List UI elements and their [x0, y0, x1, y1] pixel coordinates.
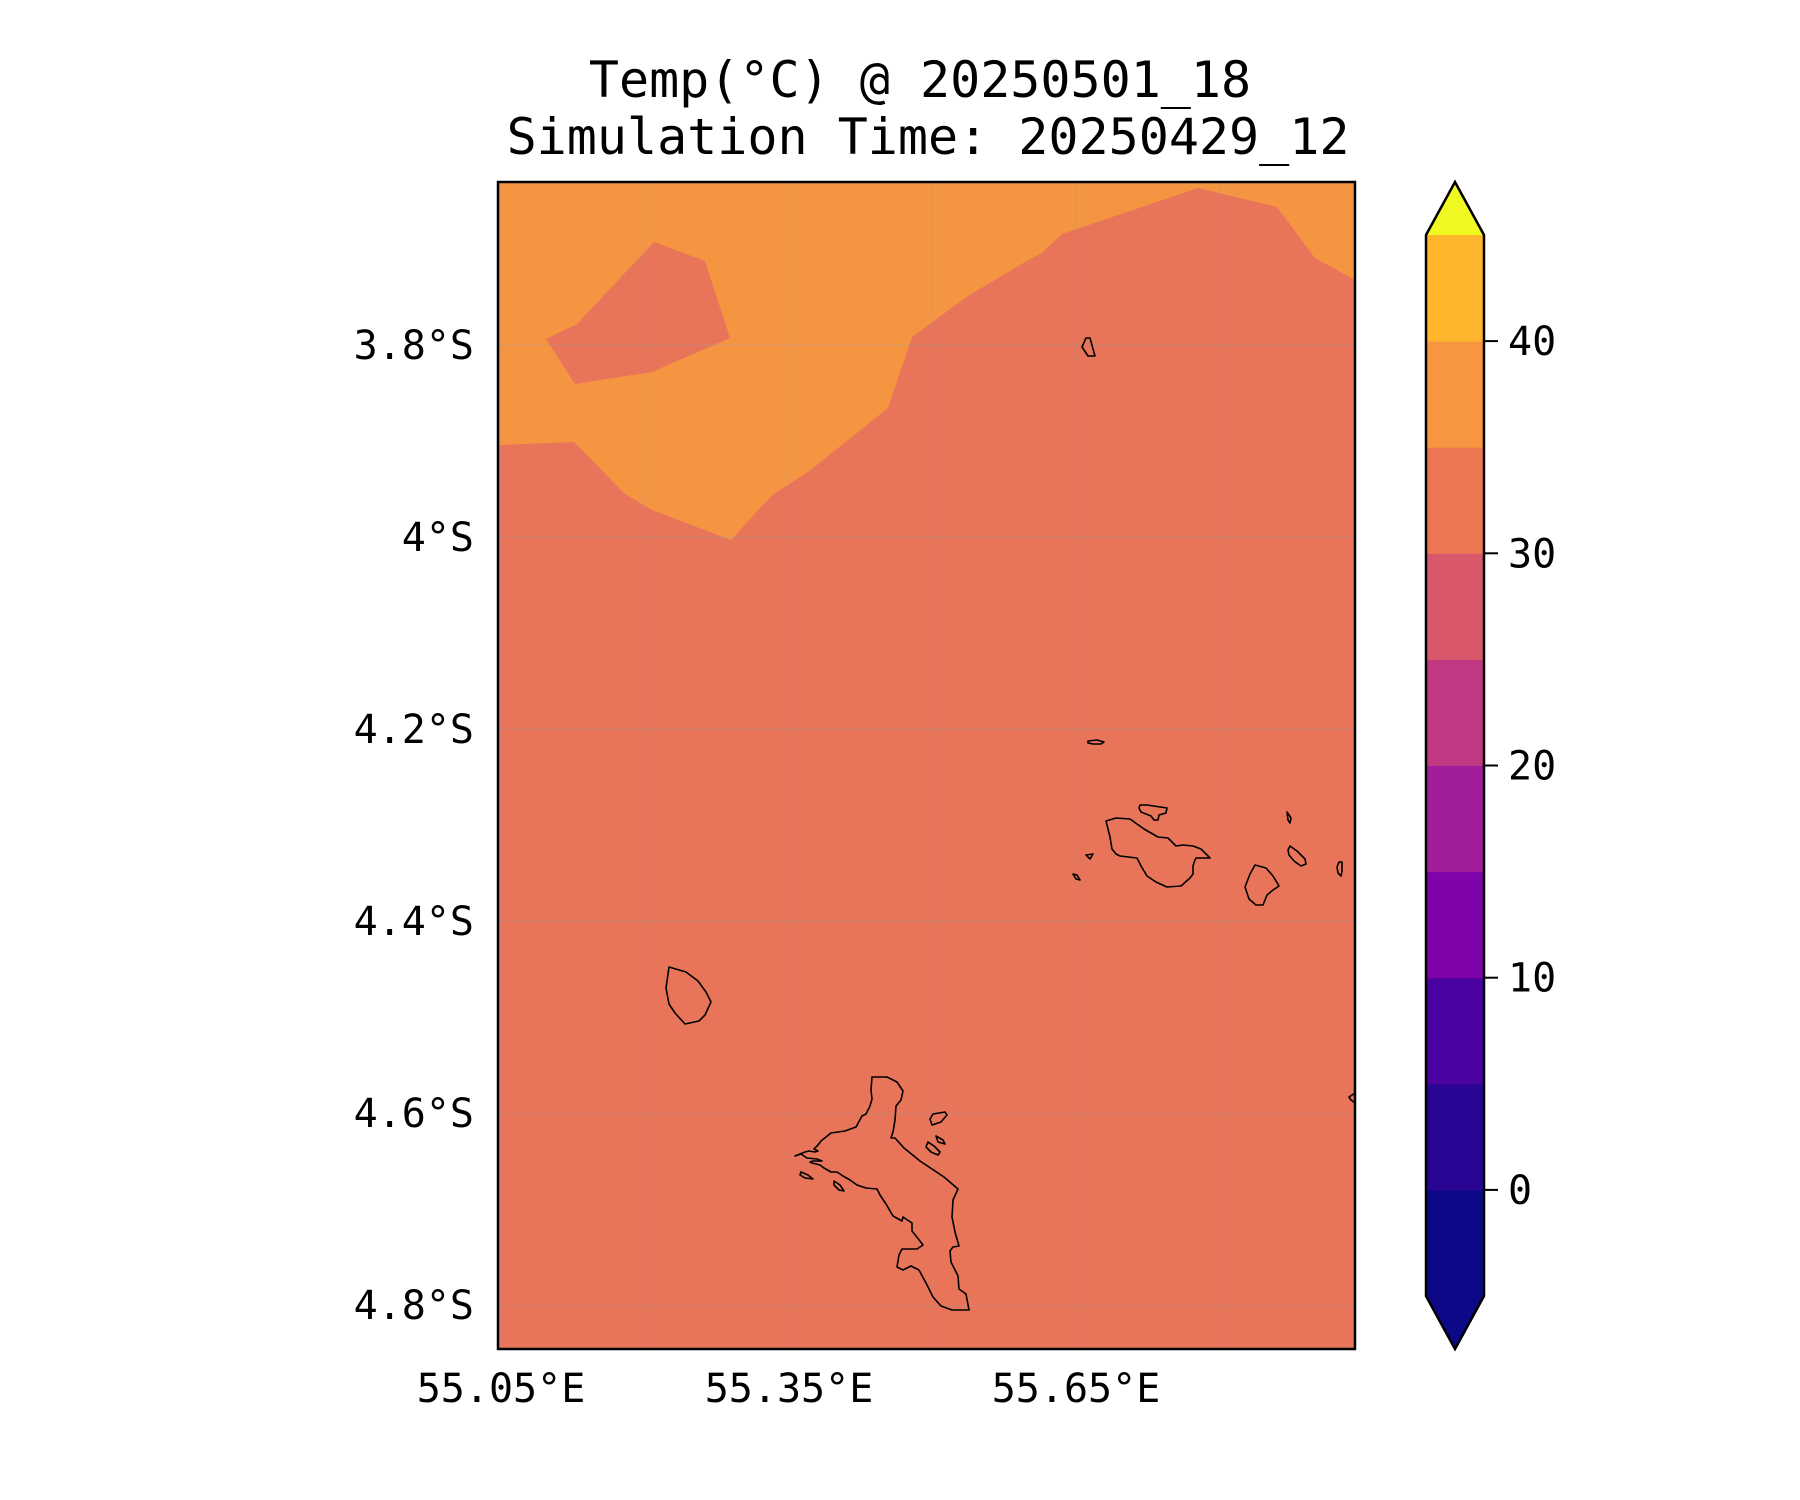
coastlines	[665, 337, 1355, 1311]
colorbar-segment	[1426, 235, 1484, 342]
temperature-field-base	[498, 182, 1355, 1349]
map-frame	[496, 180, 1357, 1351]
island-small-west-2	[1072, 873, 1081, 881]
lat-tick-label: 3.8°S	[354, 323, 474, 369]
map-panel	[496, 180, 1357, 1351]
islet-east-mahe-3	[925, 1141, 941, 1156]
title-line2: Simulation Time: 20250429_12	[507, 108, 1350, 166]
colorbar-tick-label: 10	[1508, 956, 1556, 1002]
island-marianne	[1336, 861, 1343, 877]
colorbar-outline	[1424, 179, 1486, 1352]
colorbar-segment	[1426, 871, 1484, 979]
island-edge-east	[1348, 1092, 1355, 1104]
colorbar-tick-label: 20	[1508, 744, 1556, 790]
lat-tick-label: 4°S	[402, 515, 474, 561]
lat-tick-label: 4.2°S	[354, 707, 474, 753]
island-praslin	[1105, 817, 1211, 888]
colorbar-segment	[1426, 447, 1484, 554]
colorbar-tick-label: 30	[1508, 531, 1556, 577]
colorbar-extend-min	[1426, 1296, 1484, 1349]
colorbar-tick-label: 40	[1508, 319, 1556, 365]
colorbar-segment	[1426, 765, 1484, 873]
island-mid-islet	[1087, 739, 1105, 745]
colorbar: 0 10 20 30 40	[1424, 179, 1556, 1352]
colorbar-segment	[1426, 1189, 1484, 1297]
lon-tick-label: 55.35°E	[705, 1366, 874, 1412]
lat-tick-label: 4.8°S	[354, 1283, 474, 1329]
colorbar-segment	[1426, 553, 1484, 660]
lon-axis: 55.05°E 55.35°E 55.65°E	[417, 1366, 1161, 1412]
islet-west-mahe-1	[799, 1171, 814, 1180]
colorbar-tick-label: 0	[1508, 1168, 1532, 1214]
island-east-islet	[1286, 811, 1292, 824]
lat-tick-label: 4.4°S	[354, 899, 474, 945]
lon-tick-label: 55.65°E	[992, 1366, 1161, 1412]
islet-east-mahe-1	[929, 1111, 948, 1126]
temperature-region-30-35	[498, 182, 1355, 540]
lat-axis: 3.8°S 4°S 4.2°S 4.4°S 4.6°S 4.8°S	[354, 323, 474, 1329]
colorbar-segments	[1426, 235, 1484, 1297]
colorbar-segment	[1426, 1083, 1484, 1191]
islet-west-mahe-2	[833, 1180, 845, 1192]
grid-lines	[498, 182, 1355, 1349]
colorbar-segment	[1426, 659, 1484, 766]
colorbar-ticks: 0 10 20 30 40	[1484, 319, 1556, 1214]
island-mahe	[794, 1076, 970, 1311]
colorbar-segment	[1426, 977, 1484, 1085]
island-north-islet	[1081, 337, 1096, 357]
island-la-digue	[1244, 864, 1280, 906]
islet-east-mahe-2	[935, 1135, 946, 1145]
lat-tick-label: 4.6°S	[354, 1091, 474, 1137]
colorbar-segment	[1426, 341, 1484, 448]
lon-tick-label: 55.05°E	[417, 1366, 586, 1412]
title-line1: Temp(°C) @ 20250501_18	[589, 51, 1251, 109]
island-curieuse	[1138, 804, 1168, 821]
island-felicite	[1287, 845, 1307, 867]
colorbar-extend-max	[1426, 182, 1484, 235]
island-small-west-1	[1085, 853, 1094, 860]
island-silhouette	[665, 966, 712, 1025]
